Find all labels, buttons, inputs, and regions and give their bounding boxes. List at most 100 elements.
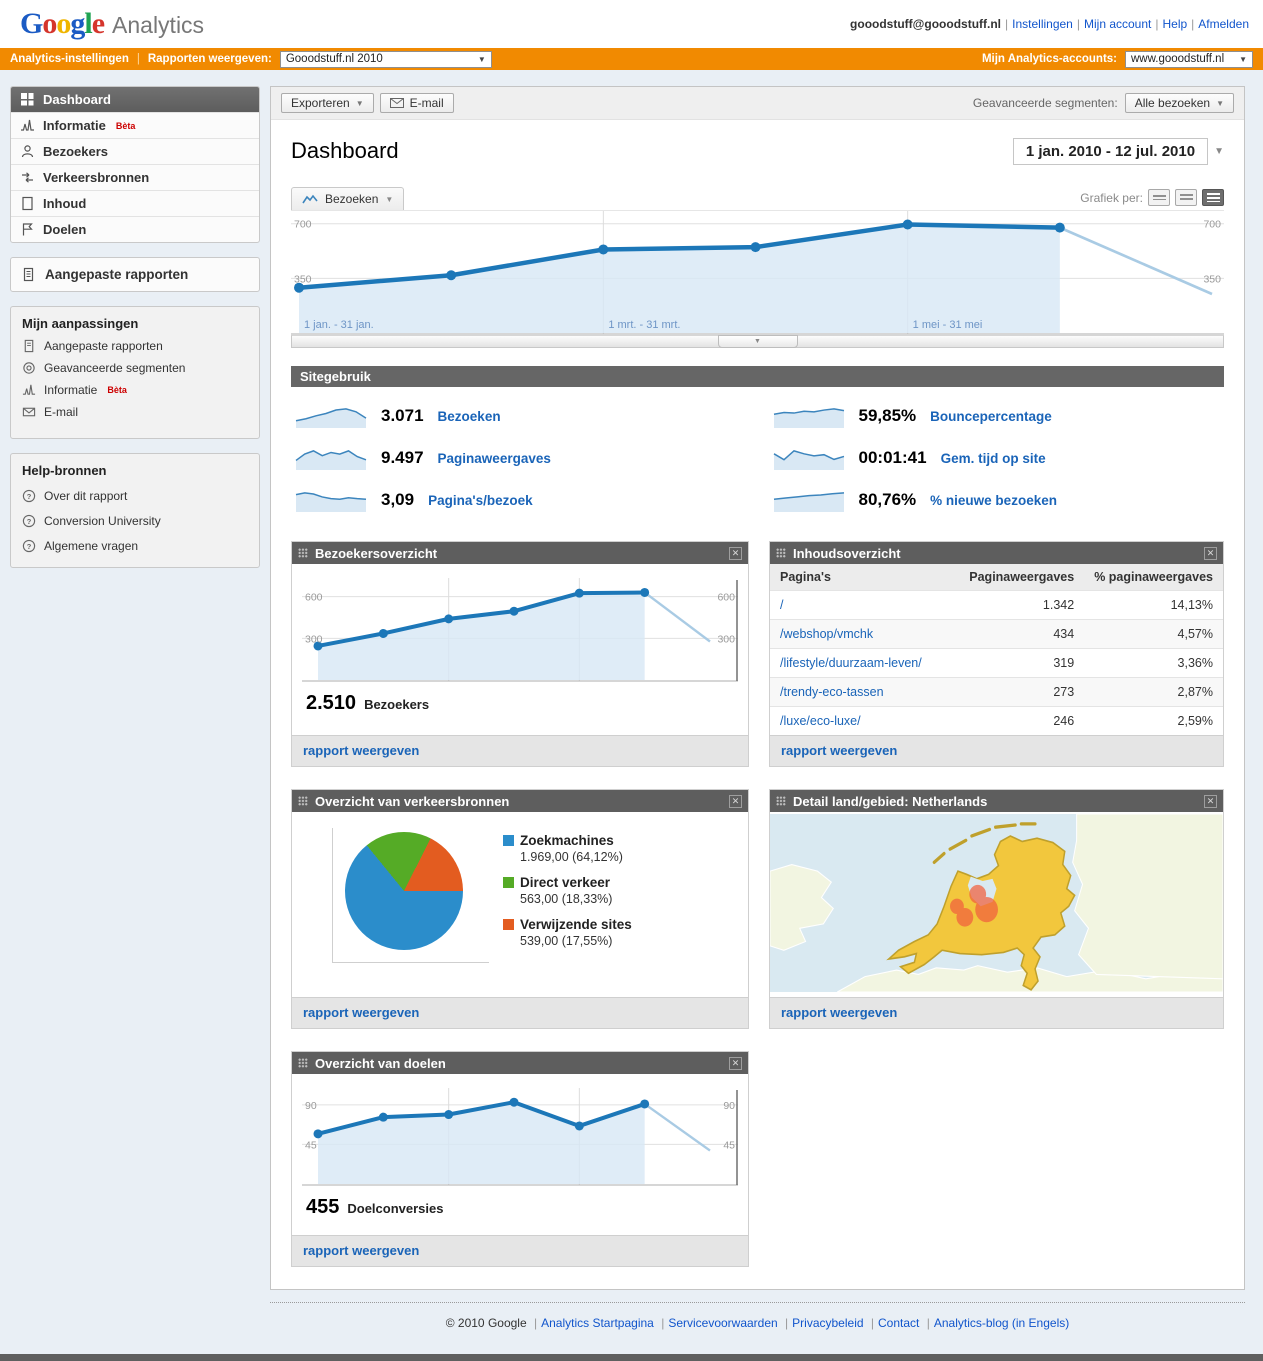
page-link[interactable]: / [780,598,784,612]
flag-icon [20,222,35,237]
sidebar-item-email[interactable]: E-mail [22,405,248,419]
metric-selector-tab[interactable]: Bezoeken ▼ [291,187,405,210]
page-link[interactable]: /lifestyle/duurzaam-leven/ [780,656,922,670]
site-usage-header: Sitegebruik [291,366,1224,387]
sidebar-item-advanced-segments[interactable]: Geavanceerde segmenten [22,361,248,375]
reports-view-label: Rapporten weergeven: [147,53,272,65]
sidebar-item-doelen[interactable]: Doelen [11,216,259,242]
content-overview-widget: Inhoudsoverzicht ✕ Pagina's Paginaweerga… [769,541,1224,767]
close-icon[interactable]: ✕ [729,1056,742,1070]
drag-handle-icon[interactable] [298,548,308,558]
city-markers [950,884,998,927]
page-link[interactable]: /trendy-eco-tassen [780,685,884,699]
traffic-sources-pie-chart [345,832,463,950]
google-analytics-logo: Google Analytics [20,7,204,41]
pie-chart-axes [332,828,489,963]
sidebar-item-label: Dashboard [43,92,111,107]
traffic-sources-widget: Overzicht van verkeersbronnen ✕ Zoekmach… [291,789,749,1029]
accounts-select[interactable]: www.gooodstuff.nl ▼ [1125,50,1253,68]
visitors-chart: 300 300 600 600 [302,578,738,682]
settings-link[interactable]: Instellingen [1012,17,1073,31]
help-item-conversion-university[interactable]: ? Conversion University [22,514,248,528]
sidebar-item-label: Verkeersbronnen [43,170,150,185]
analytics-settings-link[interactable]: Analytics-instellingen [10,53,129,65]
logo-letter: g [70,7,85,40]
help-item-common-questions[interactable]: ? Algemene vragen [22,539,248,553]
sidebar-item-dashboard[interactable]: Dashboard [11,87,259,112]
graph-by-day-button[interactable] [1148,189,1170,206]
sidebar-item-verkeersbronnen[interactable]: Verkeersbronnen [11,164,259,190]
footer-link-privacy[interactable]: Privacybeleid [792,1316,864,1330]
account-links: gooodstuff@gooodstuff.nl | Instellingen | Mi… [850,17,1249,31]
metric-link[interactable]: Gem. tijd op site [940,450,1046,466]
drag-handle-icon[interactable] [298,796,308,806]
graph-by-month-button[interactable] [1202,189,1224,206]
my-customizations-box: Mijn aanpassingen Aangepaste rapporten G… [10,306,260,439]
timeline-collapse-handle[interactable]: ▼ [717,335,798,348]
view-report-link[interactable]: rapport weergeven [303,1243,420,1258]
timeline-scrollbar[interactable]: ▼ [291,335,1224,348]
view-report-link[interactable]: rapport weergeven [303,743,420,758]
metric-link[interactable]: Pagina's/bezoek [428,492,533,508]
chevron-down-icon[interactable]: ▼ [1214,146,1224,157]
drag-handle-icon[interactable] [776,796,786,806]
footer-link-home[interactable]: Analytics Startpagina [541,1316,654,1330]
sidebar-item-informatie[interactable]: Informatie Bèta [11,112,259,138]
help-item-about-report[interactable]: ? Over dit rapport [22,489,248,503]
sidebar-item-inhoud[interactable]: Inhoud [11,190,259,216]
export-button[interactable]: Exporteren ▼ [281,93,374,113]
sidebar-item-bezoekers[interactable]: Bezoekers [11,138,259,164]
view-report-link[interactable]: rapport weergeven [303,1005,420,1020]
dashboard-grid-icon [20,92,35,107]
svg-text:1 mrt. - 31 mrt.: 1 mrt. - 31 mrt. [608,319,680,331]
my-account-link[interactable]: Mijn account [1083,17,1152,31]
sidebar-item-custom-reports[interactable]: Aangepaste rapporten [11,258,259,291]
table-row: /trendy-eco-tassen 273 2,87% [770,677,1223,707]
svg-text:700: 700 [1203,219,1221,231]
sidebar-item-custom-reports-2[interactable]: Aangepaste rapporten [22,339,248,353]
svg-text:300: 300 [305,633,323,645]
report-document-icon [22,339,36,353]
segments-select[interactable]: Alle bezoeken ▼ [1124,93,1234,113]
help-resources-box: Help-bronnen ? Over dit rapport ? Conver… [10,453,260,568]
chevron-down-icon: ▼ [1239,54,1247,64]
pie-legend: Zoekmachines 1.969,00 (64,12%) Direct ve… [503,833,632,959]
drag-handle-icon[interactable] [298,1058,308,1068]
metric-link[interactable]: Paginaweergaves [437,450,551,466]
footer-link-contact[interactable]: Contact [878,1316,920,1330]
report-profile-select[interactable]: Gooodstuff.nl 2010 ▼ [279,50,492,68]
report-document-icon [21,267,36,282]
accounts-label: Mijn Analytics-accounts: [981,53,1117,65]
metric-pageviews: 9.497 Paginaweergaves [295,445,743,471]
svg-text:1 jan. - 31 jan.: 1 jan. - 31 jan. [304,319,374,331]
close-icon[interactable]: ✕ [729,794,742,808]
sidebar-item-label: Bezoekers [43,144,109,159]
sparkline [295,403,367,429]
close-icon[interactable]: ✕ [729,546,742,560]
help-link[interactable]: Help [1162,17,1188,31]
sidebar-nav: Dashboard Informatie Bèta Bezoekers Verke… [10,86,260,243]
metric-link[interactable]: Bezoeken [437,408,501,424]
sidebar-item-informatie-2[interactable]: Informatie Bèta [22,383,248,397]
metric-link[interactable]: % nieuwe bezoeken [930,492,1057,508]
metric-link[interactable]: Bouncepercentage [930,408,1052,424]
graph-by-week-button[interactable] [1175,189,1197,206]
sparkline [773,403,845,429]
view-report-link[interactable]: rapport weergeven [781,743,898,758]
close-icon[interactable]: ✕ [1204,546,1217,560]
view-report-link[interactable]: rapport weergeven [781,1005,898,1020]
chevron-down-icon: ▼ [477,54,486,64]
sidebar-item-label: Doelen [43,222,87,237]
email-button[interactable]: E-mail [379,93,454,113]
svg-text:?: ? [27,542,32,551]
drag-handle-icon[interactable] [776,548,786,558]
sign-out-link[interactable]: Afmelden [1198,17,1249,31]
page-link[interactable]: /luxe/eco-luxe/ [780,714,861,728]
legend-item-direct: Direct verkeer 563,00 (18,33%) [503,875,632,906]
trend-module: Bezoeken ▼ Grafiek per: 350 350 700 700 1 ja… [291,187,1224,348]
close-icon[interactable]: ✕ [1204,794,1217,808]
footer-link-tos[interactable]: Servicevoorwaarden [668,1316,778,1330]
date-range-selector[interactable]: 1 jan. 2010 - 12 jul. 2010 [1012,138,1209,165]
footer-link-blog[interactable]: Analytics-blog (in Engels) [933,1316,1070,1330]
page-link[interactable]: /webshop/vmchk [780,627,874,641]
